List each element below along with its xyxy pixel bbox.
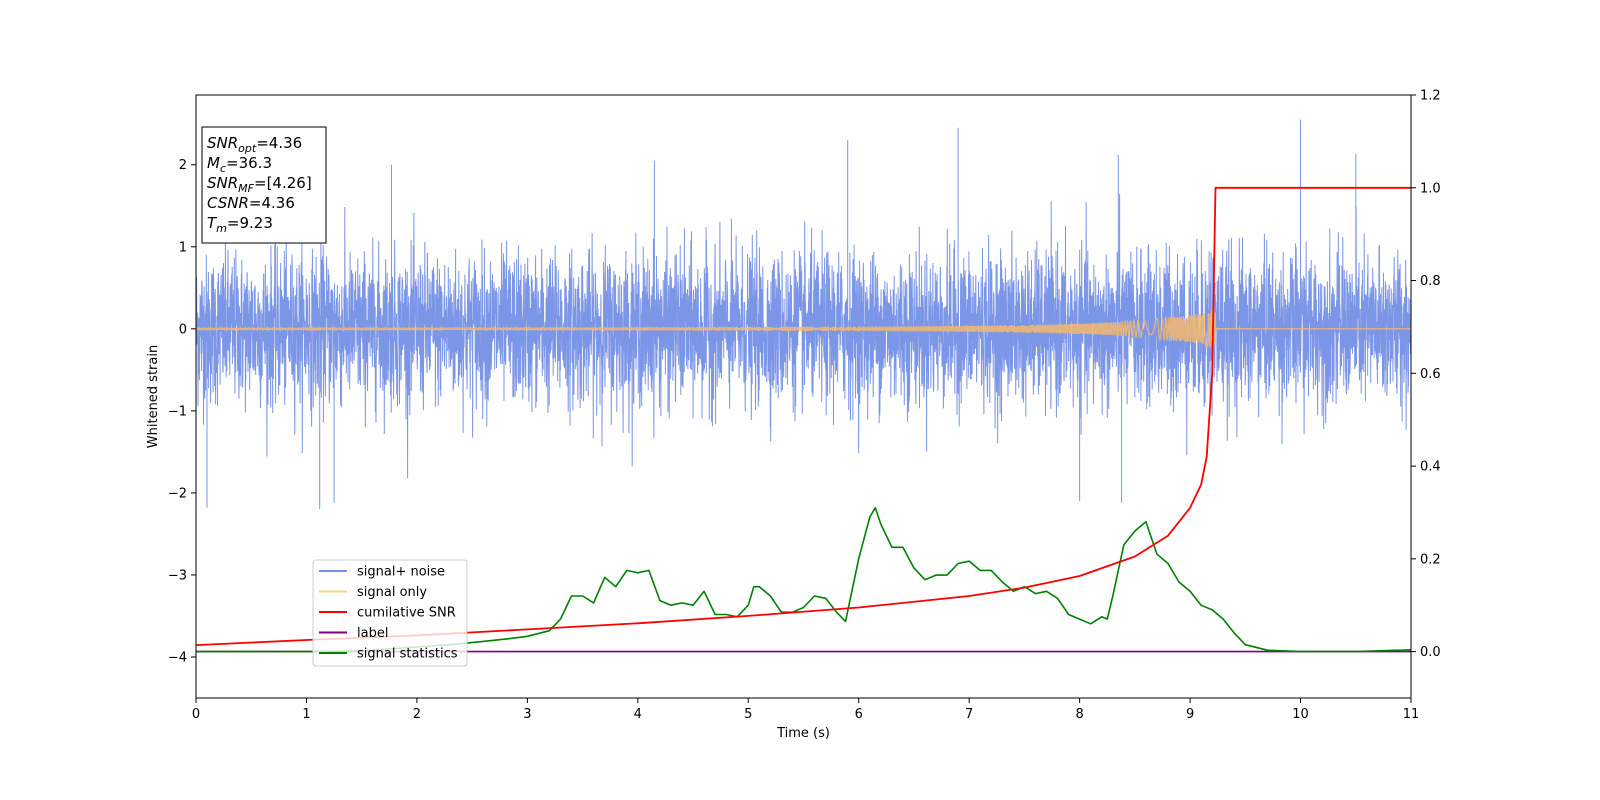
y-right-tick-label: 0.8 <box>1420 274 1441 289</box>
signal-statistics-line <box>196 507 1411 653</box>
y-left-tick-label: −1 <box>168 404 187 419</box>
y-left-tick-label: −2 <box>168 486 187 501</box>
x-tick-label: 7 <box>965 707 973 722</box>
axes: 0 1 2 3 4 5 6 7 8 9 10 11210−1−2−3−41.21.00.80.60.4… <box>168 89 1441 723</box>
signal-noise-line <box>196 119 1411 510</box>
legend-frame <box>312 559 468 667</box>
x-tick-label: 9 <box>1186 707 1194 722</box>
y-right-tick-label: 1.0 <box>1420 181 1441 196</box>
legend-label: signal statistics <box>357 647 458 662</box>
y-right-tick-label: 0.6 <box>1420 367 1441 382</box>
y-left-tick-label: −4 <box>168 650 187 665</box>
x-tick-label: 8 <box>1075 707 1083 722</box>
x-tick-label: 3 <box>523 707 531 722</box>
y-left-tick-label: 2 <box>179 158 187 173</box>
x-tick-label: 10 <box>1292 707 1309 722</box>
x-tick-label: 5 <box>744 707 752 722</box>
annotation-line: SNRopt=4.36 <box>207 134 302 155</box>
y-left-tick-label: 0 <box>179 322 187 337</box>
x-tick-label: 2 <box>413 707 421 722</box>
y-left-tick-label: −3 <box>168 568 187 583</box>
y-right-tick-label: 0.4 <box>1420 460 1441 475</box>
annotation-line: Mc=36.3 <box>207 154 272 175</box>
y-axis-label: Whitened strain <box>146 345 161 448</box>
y-left-tick-label: 1 <box>179 240 187 255</box>
x-tick-label: 11 <box>1403 707 1420 722</box>
legend-label: signal+ noise <box>357 565 445 580</box>
annotation-line: SNRMF=[4.26] <box>207 174 312 195</box>
x-tick-label: 0 <box>192 707 200 722</box>
x-tick-label: 6 <box>855 707 863 722</box>
annotation-line: CSNR=4.36 <box>207 194 295 212</box>
y-right-tick-label: 0.2 <box>1420 552 1441 567</box>
y-right-tick-label: 0.0 <box>1420 645 1441 660</box>
legend-label: signal only <box>357 585 427 600</box>
legend: signal+ noise signal only cumilative SNR la… <box>312 559 468 667</box>
annotation-frame <box>201 126 327 244</box>
x-tick-label: 1 <box>302 707 310 722</box>
axes-frame <box>195 94 1412 699</box>
y-right-tick-label: 1.2 <box>1420 89 1441 104</box>
x-tick-label: 4 <box>634 707 642 722</box>
legend-label: label <box>357 626 388 641</box>
signal-only-line <box>196 305 1411 349</box>
annotation-line: Tm=9.23 <box>207 214 273 235</box>
x-axis-label: Time (s) <box>776 726 830 741</box>
legend-label: cumilative SNR <box>357 606 456 621</box>
cumulative-snr-line <box>196 186 1411 646</box>
